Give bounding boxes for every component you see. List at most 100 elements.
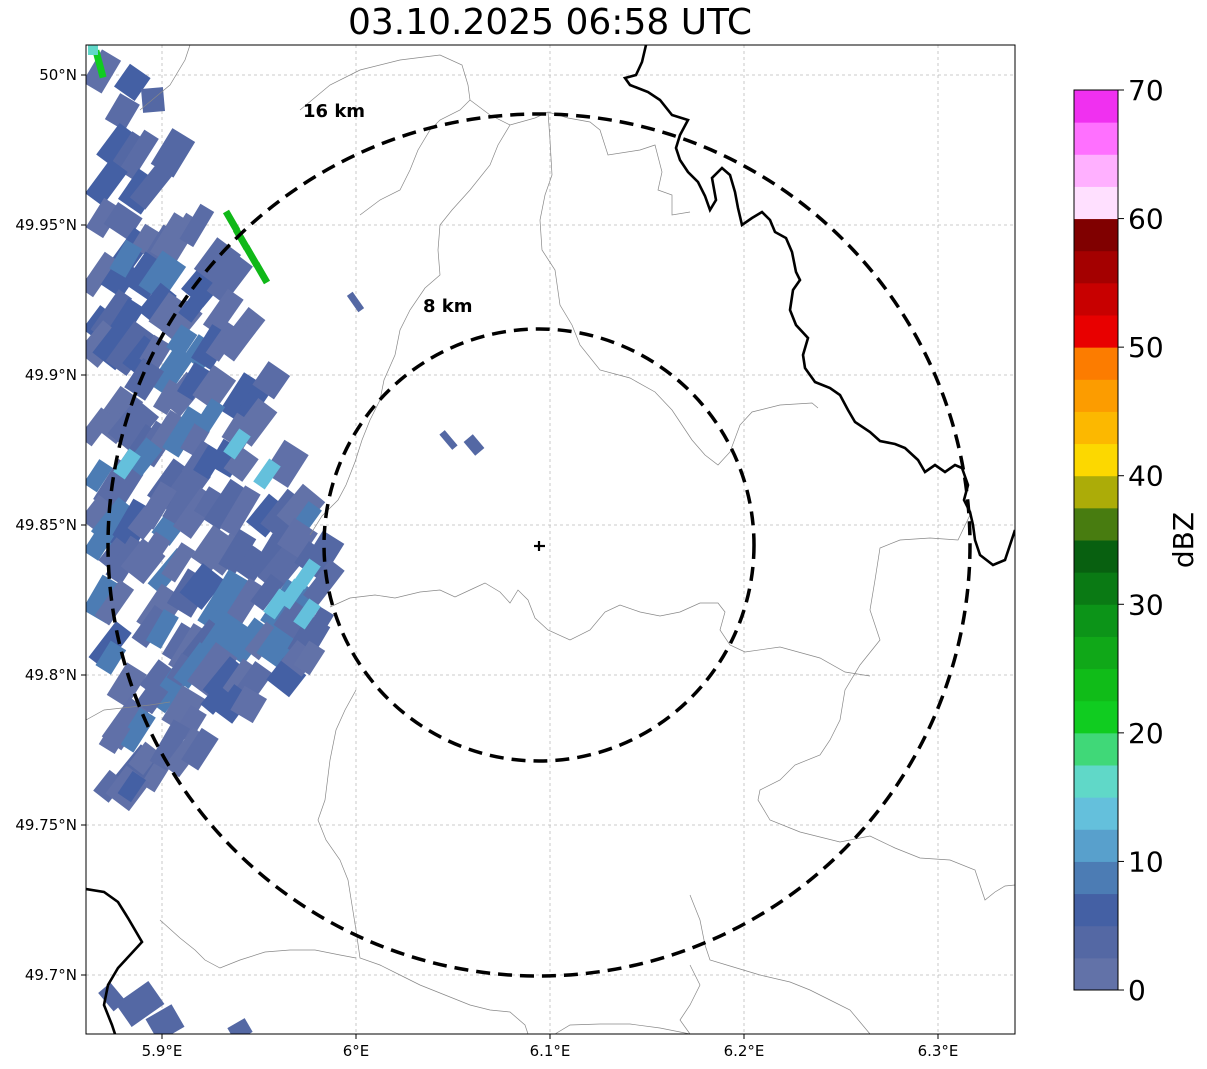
echo-cell xyxy=(173,642,216,689)
y-tick-label: 49.7°N xyxy=(25,966,77,984)
echo-cell xyxy=(293,558,321,590)
echo-cell xyxy=(180,422,210,457)
colorbar-swatch xyxy=(1074,829,1118,862)
echo-cell xyxy=(187,642,238,698)
echo-cell xyxy=(113,448,141,480)
echo-cell xyxy=(190,525,234,572)
echo-cell xyxy=(252,361,291,400)
admin-boundary-line xyxy=(469,99,691,216)
colorbar-swatch xyxy=(1074,154,1118,187)
echo-cell xyxy=(194,398,226,433)
range-ring-outer xyxy=(106,112,972,978)
echo-cell xyxy=(137,282,177,324)
echo-cell xyxy=(223,445,259,482)
colorbar-tick-label: 60 xyxy=(1128,203,1164,236)
admin-boundary-line xyxy=(139,45,191,111)
echo-cell xyxy=(86,526,115,561)
echo-cell xyxy=(232,227,251,251)
echo-cell xyxy=(161,685,206,734)
range-ring-inner xyxy=(322,327,756,763)
colorbar-swatch xyxy=(1074,218,1118,252)
echo-cell xyxy=(92,49,107,79)
echo-cell xyxy=(86,459,113,493)
echo-cell xyxy=(124,357,165,401)
ring-label-16km: 16 km xyxy=(303,101,365,122)
colorbar-tick-label: 40 xyxy=(1128,460,1164,493)
echo-cell xyxy=(266,657,307,698)
x-tick-label: 6.2°E xyxy=(724,1042,765,1060)
echo-cell xyxy=(134,531,171,573)
colorbar-swatches xyxy=(1074,90,1118,991)
colorbar-swatch xyxy=(1074,315,1118,348)
echo-cell xyxy=(145,609,179,649)
echo-cell xyxy=(253,458,281,490)
admin-boundaries xyxy=(86,45,1015,1034)
echo-cell xyxy=(250,573,284,611)
colorbar-swatch xyxy=(1074,186,1118,220)
echo-cell xyxy=(140,87,166,113)
echo-cell xyxy=(177,362,211,401)
admin-boundary-line xyxy=(317,689,529,1034)
echo-cell xyxy=(463,434,485,456)
colorbar-swatch xyxy=(1074,347,1118,380)
echo-cell xyxy=(150,128,196,178)
echo-cell xyxy=(104,93,140,131)
admin-boundary-line xyxy=(571,324,819,466)
colorbar-swatch xyxy=(1074,122,1118,155)
echo-cell xyxy=(128,741,161,776)
map-title: 03.10.2025 06:58 UTC xyxy=(347,2,753,43)
echo-cell xyxy=(217,320,256,362)
colorbar-swatch xyxy=(1074,893,1118,927)
echo-cell xyxy=(162,479,208,531)
echo-cell xyxy=(278,578,306,610)
echo-cell xyxy=(94,579,135,626)
echo-cell xyxy=(178,289,209,323)
colorbar-frame xyxy=(1073,89,1119,991)
colorbar-swatch xyxy=(1074,957,1118,991)
y-tick-label: 49.75°N xyxy=(15,816,77,834)
admin-boundary-line xyxy=(554,1023,691,1034)
y-tick-label: 49.95°N xyxy=(15,216,77,234)
echo-cell xyxy=(346,291,365,313)
echo-cell xyxy=(149,719,191,771)
echo-cell xyxy=(192,364,237,411)
national-border-line xyxy=(86,887,144,1034)
echo-cell xyxy=(302,606,335,645)
echo-cell xyxy=(179,203,215,248)
colorbar-tick-label: 10 xyxy=(1128,845,1164,878)
x-tick-label: 5.9°E xyxy=(142,1042,183,1060)
echo-cell xyxy=(223,428,251,460)
colorbar-swatch xyxy=(1074,572,1118,605)
echo-cell xyxy=(166,324,198,358)
echo-cell xyxy=(161,542,196,583)
echo-cell xyxy=(96,123,138,168)
echo-cell xyxy=(86,159,128,207)
echo-cell xyxy=(193,486,225,521)
gridlines xyxy=(86,45,1015,1034)
colorbar-ticks: 0 10 20 30 40 50 60 70 xyxy=(1118,74,1164,1007)
y-tick-label: 49.9°N xyxy=(25,366,77,384)
colorbar-tick-label: 0 xyxy=(1128,974,1146,1007)
map-area: 16 km 8 km xyxy=(85,44,1016,1035)
admin-boundary-line xyxy=(159,919,357,969)
y-tick-label: 49.85°N xyxy=(15,516,77,534)
echo-cell xyxy=(109,239,143,278)
colorbar-swatch xyxy=(1074,507,1118,541)
radar-echoes xyxy=(86,45,485,1034)
echo-cell xyxy=(219,485,261,537)
echo-cell xyxy=(222,577,265,630)
ring-label-8km: 8 km xyxy=(423,296,473,317)
echo-cell xyxy=(179,563,225,610)
echo-cell xyxy=(86,197,122,239)
echo-cell xyxy=(293,598,321,630)
echo-cell xyxy=(207,569,254,621)
y-tick-label: 50°N xyxy=(39,66,77,84)
colorbar-swatch xyxy=(1074,700,1118,734)
colorbar: 0 10 20 30 40 50 60 70 dBZ xyxy=(1073,74,1200,1007)
admin-boundary-line xyxy=(689,894,871,1034)
echo-cell xyxy=(117,771,147,803)
colorbar-swatch xyxy=(1074,282,1118,316)
admin-boundary-line xyxy=(299,54,471,216)
echo-cell xyxy=(206,253,253,305)
echo-cell xyxy=(218,529,257,575)
